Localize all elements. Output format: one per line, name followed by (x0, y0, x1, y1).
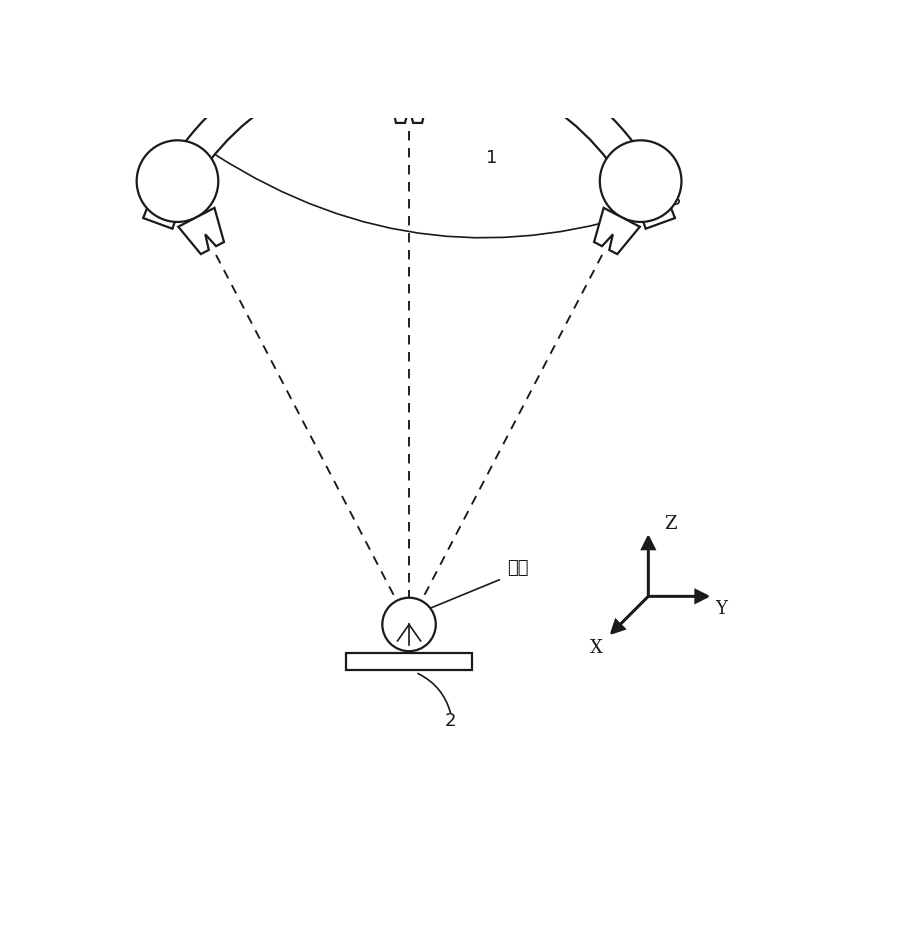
FancyArrow shape (611, 596, 648, 633)
Polygon shape (389, 88, 429, 123)
Circle shape (369, 7, 449, 88)
FancyArrow shape (648, 590, 708, 603)
Circle shape (137, 140, 218, 222)
Circle shape (600, 140, 681, 222)
Text: Z: Z (664, 515, 676, 533)
Text: Y: Y (716, 600, 727, 618)
FancyArrow shape (642, 537, 655, 596)
Polygon shape (178, 208, 224, 254)
Text: 2: 2 (444, 712, 456, 730)
Text: 物体: 物体 (508, 559, 529, 578)
Bar (346, 653, 472, 671)
Polygon shape (594, 208, 640, 254)
Circle shape (382, 598, 436, 651)
Text: 1: 1 (487, 149, 498, 167)
Text: X: X (590, 639, 603, 657)
Text: 3: 3 (669, 192, 681, 209)
